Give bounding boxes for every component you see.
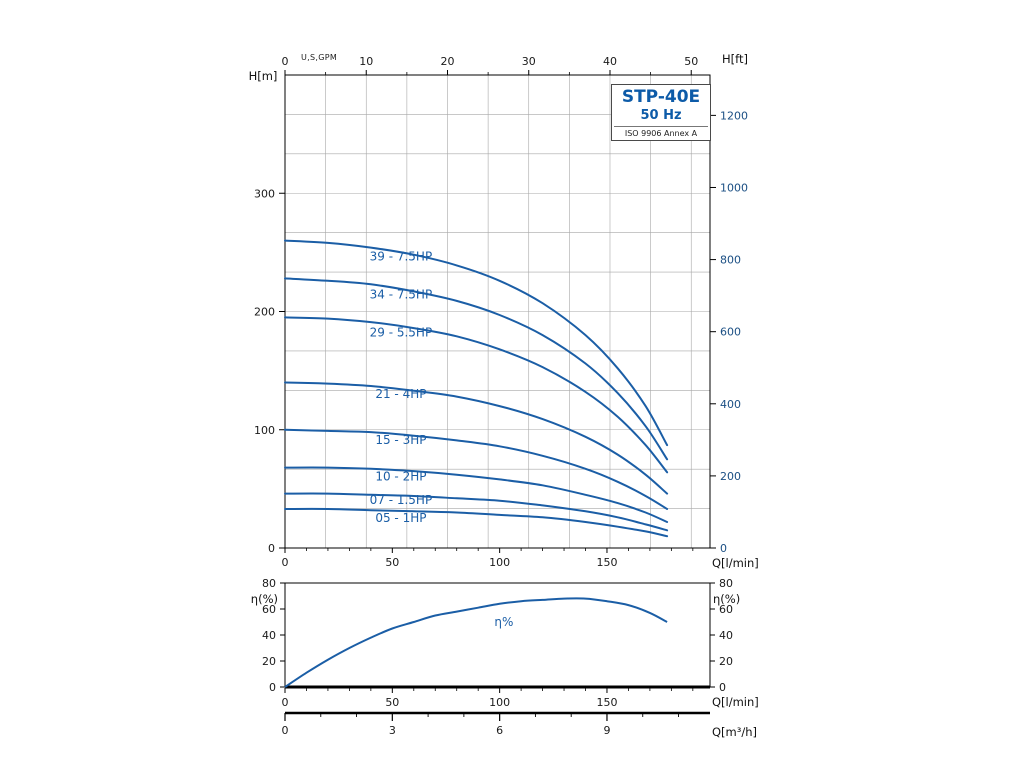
head-curve	[284, 492, 669, 532]
bottom-tick-label: 50	[385, 556, 399, 569]
top-axis-title: U,S,GPM	[301, 53, 338, 62]
efficiency-plot-border	[284, 582, 711, 688]
top-tick-label: 0	[282, 55, 289, 68]
eff-left-tick-label: 80	[262, 577, 276, 590]
efficiency-right-axis-title: η(%)	[713, 592, 741, 606]
curve-label: 34 - 7.5HP	[370, 287, 433, 301]
eff-left-tick-label: 20	[262, 655, 276, 668]
head-curve	[284, 507, 669, 538]
right-tick-label: 800	[720, 254, 741, 267]
right-tick-label: 200	[720, 470, 741, 483]
eff-bottom-tick-label: 50	[385, 696, 399, 709]
head-curve	[284, 381, 669, 495]
eff-bottom-tick-label: 0	[282, 696, 289, 709]
m3h-tick-label: 0	[282, 724, 289, 737]
left-tick-label: 0	[268, 542, 275, 555]
eff-right-tick-label: 40	[719, 629, 733, 642]
standard-label: ISO 9906 Annex A	[614, 126, 708, 138]
main-bottom-axis-title: Q[l/min]	[712, 556, 759, 570]
head-curve	[284, 239, 669, 447]
right-tick-label: 1200	[720, 109, 748, 122]
top-tick-label: 20	[440, 55, 454, 68]
right-tick-label: 1000	[720, 181, 748, 194]
efficiency-curve-label: η%	[494, 615, 513, 629]
left-tick-label: 100	[254, 424, 275, 437]
bottom-tick-label: 0	[282, 556, 289, 569]
eff-bottom-tick-label: 150	[596, 696, 617, 709]
eff-right-tick-label: 80	[719, 577, 733, 590]
eff-right-tick-label: 0	[719, 681, 726, 694]
frequency-label: 50 Hz	[640, 107, 682, 123]
curve-label: 21 - 4HP	[375, 387, 426, 401]
eff-left-tick-label: 40	[262, 629, 276, 642]
eff-left-tick-label: 0	[269, 681, 276, 694]
right-tick-label: 400	[720, 398, 741, 411]
top-tick-label: 50	[684, 55, 698, 68]
m3h-axis-title: Q[m³/h]	[712, 725, 758, 739]
curve-label: 07 - 1.5HP	[370, 493, 433, 507]
head-curve	[284, 277, 669, 461]
title-box: STP-40E 50 Hz ISO 9906 Annex A	[611, 84, 711, 142]
eff-right-tick-label: 20	[719, 655, 733, 668]
right-tick-label: 600	[720, 326, 741, 339]
eff-left-tick-label: 60	[262, 603, 276, 616]
m3h-tick-label: 6	[496, 724, 503, 737]
eff-right-tick-label: 60	[719, 603, 733, 616]
m3h-tick-label: 3	[389, 724, 396, 737]
head-curve	[284, 428, 669, 510]
curve-label: 10 - 2HP	[375, 470, 426, 484]
curve-label: 29 - 5.5HP	[370, 325, 433, 339]
right-axis-title: H[ft]	[722, 52, 748, 66]
top-tick-label: 40	[603, 55, 617, 68]
curve-label: 15 - 3HP	[375, 433, 426, 447]
bottom-tick-label: 100	[489, 556, 510, 569]
curve-label: 39 - 7.5HP	[370, 250, 433, 264]
efficiency-curve	[284, 597, 668, 688]
eff-bottom-tick-label: 100	[489, 696, 510, 709]
head-curve	[284, 466, 669, 523]
left-tick-label: 200	[254, 306, 275, 319]
efficiency-bottom-axis-title: Q[l/min]	[712, 695, 759, 709]
left-tick-label: 300	[254, 187, 275, 200]
left-axis-title: H[m]	[248, 69, 278, 83]
top-tick-label: 10	[359, 55, 373, 68]
head-curve	[284, 316, 669, 474]
curve-label: 05 - 1HP	[375, 511, 426, 525]
bottom-tick-label: 150	[596, 556, 617, 569]
top-tick-label: 30	[522, 55, 536, 68]
right-tick-label: 0	[720, 542, 727, 555]
efficiency-left-axis-title: η(%)	[250, 592, 278, 606]
m3h-tick-label: 9	[603, 724, 610, 737]
pump-model-title: STP-40E	[621, 87, 701, 107]
